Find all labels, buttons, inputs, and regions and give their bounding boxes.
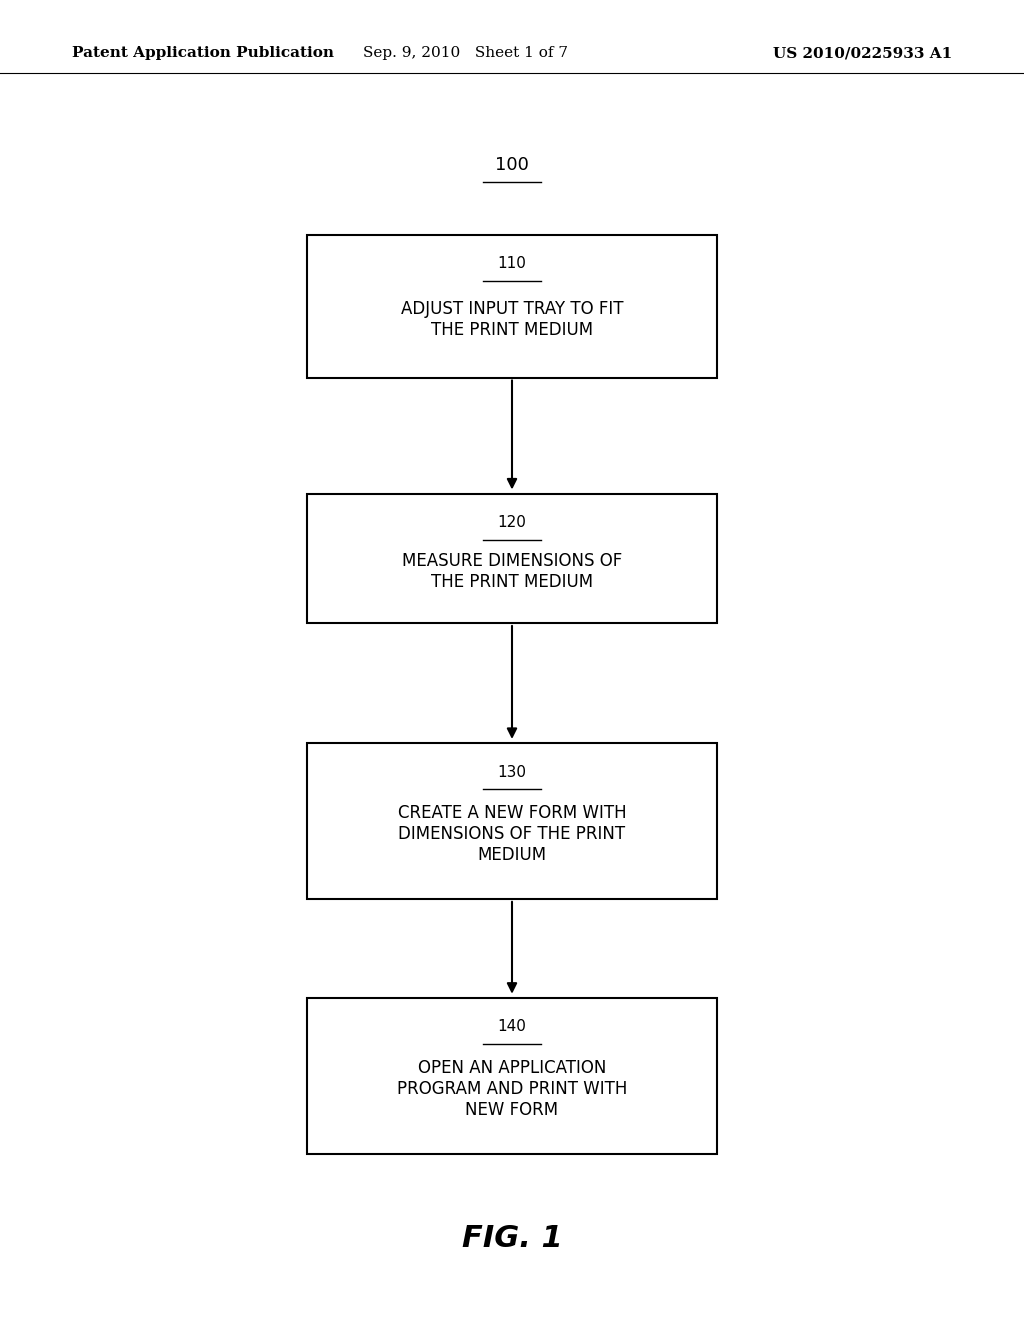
Text: MEASURE DIMENSIONS OF
THE PRINT MEDIUM: MEASURE DIMENSIONS OF THE PRINT MEDIUM	[401, 552, 623, 591]
Text: FIG. 1: FIG. 1	[462, 1224, 562, 1253]
FancyBboxPatch shape	[307, 743, 717, 899]
Text: 140: 140	[498, 1019, 526, 1035]
FancyBboxPatch shape	[307, 998, 717, 1154]
Text: ADJUST INPUT TRAY TO FIT
THE PRINT MEDIUM: ADJUST INPUT TRAY TO FIT THE PRINT MEDIU…	[400, 300, 624, 339]
FancyBboxPatch shape	[307, 235, 717, 378]
Text: 120: 120	[498, 515, 526, 531]
Text: 110: 110	[498, 256, 526, 272]
Text: Patent Application Publication: Patent Application Publication	[72, 46, 334, 61]
Text: US 2010/0225933 A1: US 2010/0225933 A1	[773, 46, 952, 61]
Text: Sep. 9, 2010   Sheet 1 of 7: Sep. 9, 2010 Sheet 1 of 7	[364, 46, 568, 61]
Text: OPEN AN APPLICATION
PROGRAM AND PRINT WITH
NEW FORM: OPEN AN APPLICATION PROGRAM AND PRINT WI…	[397, 1059, 627, 1119]
Text: 130: 130	[498, 764, 526, 780]
Text: 100: 100	[495, 156, 529, 174]
Text: CREATE A NEW FORM WITH
DIMENSIONS OF THE PRINT
MEDIUM: CREATE A NEW FORM WITH DIMENSIONS OF THE…	[397, 804, 627, 865]
FancyBboxPatch shape	[307, 494, 717, 623]
